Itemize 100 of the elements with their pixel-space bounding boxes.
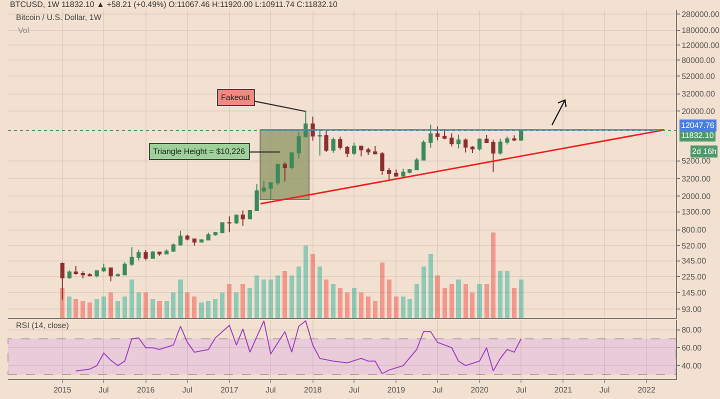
y-tick-label: 5200.00 — [682, 156, 712, 166]
bar — [428, 254, 433, 318]
y-tick-label: 800.00 — [682, 226, 707, 235]
candlestick — [421, 140, 426, 160]
bar — [171, 292, 176, 318]
bar — [262, 280, 266, 318]
x-tick-label: 2022 — [638, 386, 656, 395]
bar — [310, 254, 316, 318]
candlestick — [401, 168, 406, 178]
x-tick-label: Jul — [599, 386, 610, 395]
candlestick — [67, 270, 72, 280]
bar — [60, 288, 65, 318]
bar — [268, 280, 274, 318]
bar — [234, 292, 239, 318]
bar — [318, 266, 322, 318]
bar — [130, 280, 134, 318]
bar — [220, 292, 225, 318]
bar — [372, 300, 378, 318]
bar — [296, 266, 302, 318]
y-tick-label: 120000.00 — [682, 41, 720, 50]
x-tick-label: 2015 — [53, 386, 72, 395]
candlestick — [296, 131, 301, 160]
bar — [463, 284, 468, 318]
bar — [206, 300, 211, 318]
candlestick — [477, 138, 482, 152]
y-tick-label: 145.00 — [682, 288, 707, 298]
bar — [435, 275, 440, 318]
candlestick — [331, 136, 336, 154]
candlestick — [498, 138, 502, 156]
bar — [192, 296, 197, 318]
chart-title: Bitcoin / U.S. Dollar, 1W — [16, 13, 102, 22]
bar — [366, 296, 371, 318]
candlestick — [408, 168, 412, 174]
candlestick — [373, 146, 378, 155]
candlestick — [380, 152, 384, 176]
candlestick — [456, 134, 461, 149]
candlestick — [262, 180, 266, 194]
bar — [122, 296, 128, 318]
candlestick — [164, 248, 169, 255]
candlestick — [150, 250, 155, 260]
y-tick-label: 80.00 — [682, 326, 702, 335]
bar — [101, 296, 106, 318]
y-tick-label: 345.00 — [682, 256, 707, 266]
candlestick — [442, 128, 447, 140]
candlestick — [304, 110, 308, 138]
bar — [164, 300, 169, 318]
candlestick — [227, 216, 232, 233]
bar — [400, 296, 406, 318]
bar — [282, 270, 288, 318]
bar — [240, 284, 246, 318]
candlestick — [178, 230, 183, 246]
bar — [324, 280, 329, 318]
candlestick — [240, 210, 245, 226]
candlestick — [386, 167, 392, 180]
bar — [248, 288, 252, 318]
candlestick — [464, 138, 468, 153]
x-tick-label: Jul — [266, 386, 276, 395]
candlestick — [102, 263, 106, 273]
bar — [518, 280, 524, 318]
candlestick — [324, 130, 328, 153]
bar — [303, 245, 308, 318]
text: BTCUSD, 1W 11832.10 ▲ +58.21 (+0.49%) O:11067.46 H:11920.00 L:10911.74 C:11832.10 — [10, 0, 338, 9]
candlestick — [268, 182, 273, 200]
bar — [157, 300, 162, 318]
text: 2d 16h — [692, 147, 716, 156]
bar — [67, 296, 72, 318]
candlestick — [206, 232, 210, 241]
bar — [394, 296, 398, 318]
y-tick-label: 52000.00 — [682, 72, 716, 81]
y-tick-label: 180000.00 — [682, 26, 720, 36]
y-tick-label: 32000.00 — [682, 90, 716, 99]
bar — [199, 302, 204, 318]
candlestick — [318, 130, 322, 156]
bar — [74, 299, 78, 318]
y-tick-label: 40.00 — [682, 361, 702, 370]
y-tick-label: 1300.00 — [682, 208, 712, 217]
x-tick-label: Jul — [432, 386, 443, 395]
y-tick-label: 2000.00 — [682, 192, 712, 201]
bar — [414, 284, 419, 318]
candlestick — [185, 234, 190, 241]
y-tick-label: 225.00 — [682, 272, 707, 282]
bar — [456, 280, 461, 318]
bar — [352, 288, 356, 318]
bar — [344, 292, 350, 318]
candlestick — [282, 162, 287, 182]
y-tick-label: 60.00 — [682, 344, 702, 353]
bar — [484, 284, 489, 318]
candlestick — [144, 250, 148, 261]
candlestick — [352, 142, 356, 156]
bar — [386, 280, 392, 318]
candlestick — [394, 169, 398, 178]
bar — [289, 275, 294, 318]
bar — [276, 275, 280, 318]
x-tick-label: 2016 — [136, 386, 156, 395]
line-series — [75, 320, 522, 374]
candlestick — [94, 270, 99, 278]
candlestick — [171, 243, 176, 252]
candlestick — [512, 134, 516, 142]
candlestick — [290, 152, 294, 170]
bar — [407, 299, 412, 318]
